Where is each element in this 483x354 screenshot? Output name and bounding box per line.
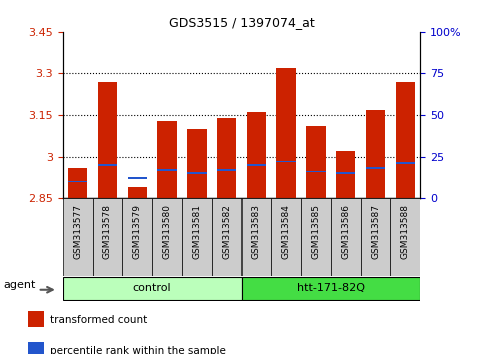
Bar: [187, 172, 207, 174]
Bar: [157, 169, 177, 171]
Bar: [366, 109, 385, 198]
Bar: [93, 198, 122, 276]
Bar: [276, 68, 296, 198]
Text: transformed count: transformed count: [50, 315, 147, 325]
Bar: [128, 187, 147, 198]
Text: GSM313586: GSM313586: [341, 205, 350, 259]
Text: GSM313580: GSM313580: [163, 205, 171, 259]
Text: GSM313583: GSM313583: [252, 205, 261, 259]
Bar: [336, 172, 355, 174]
Bar: [336, 151, 355, 198]
Bar: [217, 169, 236, 171]
Text: htt-171-82Q: htt-171-82Q: [297, 283, 365, 293]
Text: GSM313579: GSM313579: [133, 205, 142, 259]
Text: GSM313582: GSM313582: [222, 205, 231, 259]
Text: GSM313587: GSM313587: [371, 205, 380, 259]
Bar: [396, 82, 415, 198]
FancyBboxPatch shape: [63, 278, 242, 299]
Bar: [247, 112, 266, 198]
Bar: [212, 198, 242, 276]
Text: GSM313581: GSM313581: [192, 205, 201, 259]
Bar: [128, 177, 147, 179]
Bar: [68, 168, 87, 198]
Bar: [98, 164, 117, 166]
Bar: [122, 198, 152, 276]
Text: agent: agent: [3, 280, 36, 290]
Bar: [271, 198, 301, 276]
Bar: [152, 198, 182, 276]
Bar: [28, 311, 44, 327]
Bar: [182, 198, 212, 276]
Bar: [390, 198, 420, 276]
Bar: [247, 164, 266, 166]
Text: control: control: [133, 283, 171, 293]
Bar: [242, 198, 271, 276]
Bar: [276, 161, 296, 162]
Text: GSM313585: GSM313585: [312, 205, 320, 259]
Text: percentile rank within the sample: percentile rank within the sample: [50, 346, 226, 354]
Bar: [28, 342, 44, 354]
FancyBboxPatch shape: [242, 278, 420, 299]
Bar: [396, 162, 415, 164]
Title: GDS3515 / 1397074_at: GDS3515 / 1397074_at: [169, 16, 314, 29]
Bar: [217, 118, 236, 198]
Bar: [366, 167, 385, 169]
Text: GSM313577: GSM313577: [73, 205, 82, 259]
Text: GSM313578: GSM313578: [103, 205, 112, 259]
Text: GSM313584: GSM313584: [282, 205, 291, 259]
Bar: [68, 181, 87, 182]
Bar: [306, 126, 326, 198]
Bar: [98, 82, 117, 198]
Bar: [187, 129, 207, 198]
Bar: [301, 198, 331, 276]
Bar: [361, 198, 390, 276]
Bar: [157, 121, 177, 198]
Bar: [306, 171, 326, 172]
Bar: [63, 198, 93, 276]
Text: GSM313588: GSM313588: [401, 205, 410, 259]
Bar: [331, 198, 361, 276]
